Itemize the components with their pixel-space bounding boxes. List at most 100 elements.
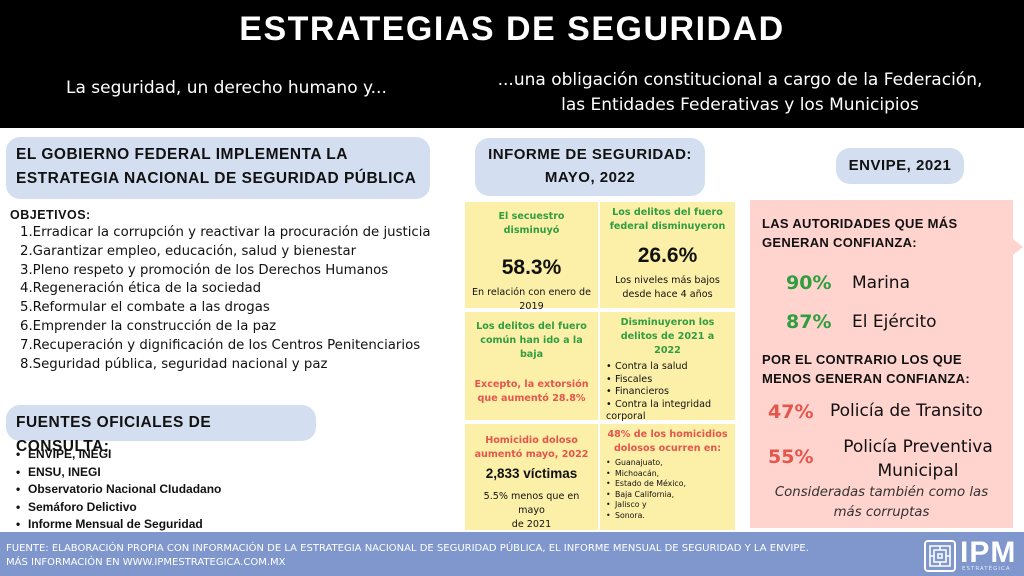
secuestro-value: 58.3%: [501, 256, 562, 279]
informe-heading-line-2: MAYO, 2022: [544, 169, 636, 186]
mas-confianza-line-2: GENERAN CONFIANZA:: [762, 235, 917, 250]
envipe-heading: ENVIPE, 2021: [836, 148, 964, 184]
menos-confianza-heading: POR EL CONTRARIO LOS QUE MENOS GENERAN C…: [762, 350, 970, 388]
menos-confianza-line-2: MENOS GENERAN CONFIANZA:: [762, 371, 970, 386]
logo-subtext: ESTRATÉGICA: [962, 566, 1011, 572]
fuentes-heading: FUENTES OFICIALES DE CONSULTA:: [6, 405, 316, 455]
fuero-federal-head-1: Los delitos del fuero: [612, 207, 723, 218]
objetivos-label: OBJETIVOS:: [10, 208, 91, 222]
homicidio-note-1: 5.5% menos que en mayo: [483, 491, 580, 516]
logo-maze-icon: [929, 545, 951, 567]
disminuyeron-head-2: delitos de 2021 a 2022: [620, 331, 715, 356]
page-title: ESTRATEGIAS DE SEGURIDAD: [239, 10, 785, 48]
estado-item: Jalisco y: [606, 500, 729, 511]
informe-heading: INFORME DE SEGURIDAD: MAYO, 2022: [475, 138, 705, 196]
homicidios-estados-cell: 48% de los homicidios dolosos ocurren en…: [600, 424, 735, 530]
logo-mark-icon: [924, 540, 956, 572]
fuero-federal-note-1: Los niveles más bajos: [615, 275, 720, 286]
disminuyeron-list: Contra la salud Fiscales Financieros Con…: [606, 361, 729, 424]
fuero-federal-value: 26.6%: [637, 244, 698, 267]
objetivo-item: 5.Reformular el combate a las drogas: [20, 300, 270, 316]
estado-item: Estado de México,: [606, 479, 729, 490]
preventiva-label-line-2: Municipal: [877, 461, 959, 481]
objetivo-item: 2.Garantizar empleo, educación, salud y …: [20, 243, 357, 259]
estado-item: Michoacán,: [606, 469, 729, 480]
homicidio-note-2: de 2021: [511, 519, 552, 530]
preventiva-label-line-1: Policía Preventiva: [843, 437, 993, 457]
fuero-federal-head-2: federal disminuyeron: [609, 221, 726, 232]
objetivo-item: 1.Erradicar la corrupción y reactivar la…: [20, 225, 431, 240]
delito-item: Financieros: [606, 386, 729, 399]
corrupcion-note-line-1: Consideradas también como las: [774, 485, 989, 500]
fuero-federal-cell: Los delitos del fuero federal disminuyer…: [600, 202, 735, 308]
disminuyeron-cell: Disminuyeron los delitos de 2021 a 2022 …: [600, 312, 735, 422]
fuente-item: ENVIPE, INEGI: [16, 446, 221, 464]
logo-text: IPM: [960, 536, 1017, 569]
disminuyeron-head-1: Disminuyeron los: [620, 317, 715, 328]
homicidio-head-2: aumentó mayo, 2022: [474, 449, 589, 460]
fuero-comun-head-1: Los delitos del fuero: [476, 321, 587, 332]
homicidios-estados-head-1: 48% de los homicidios: [607, 429, 728, 440]
ejercito-label: El Ejército: [852, 312, 937, 332]
fuente-item: Informe Mensual de Seguridad: [16, 516, 221, 534]
header-banner: ESTRATEGIAS DE SEGURIDAD La seguridad, u…: [0, 0, 1024, 128]
secuestro-head: El secuestro disminuyó: [498, 211, 565, 236]
objetivo-item: 8.Seguridad pública, seguridad nacional …: [20, 356, 328, 372]
informe-heading-line-1: INFORME DE SEGURIDAD:: [488, 146, 692, 163]
estado-item: Baja California,: [606, 490, 729, 501]
fuente-item: ENSU, INEGI: [16, 464, 221, 482]
tagline-right: ...una obligación constitucional a cargo…: [480, 68, 1000, 118]
corrupcion-note: Consideradas también como las más corrup…: [750, 483, 1013, 523]
fuero-comun-cell: Los delitos del fuero común han ido a la…: [465, 312, 598, 420]
footer: FUENTE: ELABORACIÓN PROPIA CON INFORMACI…: [0, 532, 1024, 576]
marina-percent: 90%: [786, 272, 832, 294]
footer-source-text: FUENTE: ELABORACIÓN PROPIA CON INFORMACI…: [6, 543, 809, 554]
objetivo-item: 7.Recuperación y dignificación de los Ce…: [20, 337, 421, 353]
envipe-pointer-arrow: [1013, 239, 1023, 255]
mas-confianza-line-1: LAS AUTORIDADES QUE MÁS: [762, 216, 958, 231]
extorsion-note-1: Excepto, la extorsión: [474, 379, 589, 390]
objetivo-item: 3.Pleno respeto y promoción de los Derec…: [20, 262, 389, 278]
delito-item: Contra la salud: [606, 361, 729, 374]
preventiva-percent: 55%: [768, 446, 814, 468]
estado-item: Sonora.: [606, 511, 729, 522]
ejercito-percent: 87%: [786, 311, 832, 333]
gobierno-heading-line-1: EL GOBIERNO FEDERAL IMPLEMENTA LA: [16, 146, 348, 163]
homicidio-cell: Homicidio doloso aumentó mayo, 2022 2,83…: [465, 424, 598, 530]
secuestro-note-1: En relación con enero de: [471, 287, 592, 298]
estados-list: Guanajuato, Michoacán, Estado de México,…: [606, 458, 729, 522]
extorsion-note-2: que aumentó 28.8%: [477, 393, 586, 404]
tagline-left: La seguridad, un derecho humano y...: [66, 78, 387, 98]
fuero-federal-note-2: desde hace 4 años: [622, 289, 713, 300]
homicidio-value: 2,833 víctimas: [485, 466, 578, 481]
preventiva-label: Policía Preventiva Municipal: [830, 435, 1006, 483]
homicidio-head-1: Homicidio doloso: [485, 435, 578, 446]
tagline-right-line-1: ...una obligación constitucional a cargo…: [497, 70, 983, 90]
objetivo-item: 4.Regeneración ética de la sociedad: [20, 281, 262, 297]
secuestro-cell: El secuestro disminuyó 58.3% En relación…: [465, 202, 598, 312]
objetivo-item: 6.Emprender la construcción de la paz: [20, 318, 277, 334]
secuestro-note-2: 2019: [519, 301, 544, 312]
homicidios-estados-head-2: dolosos ocurren en:: [613, 443, 722, 454]
footer-website-text: MÁS INFORMACIÓN EN WWW.IPMESTRATEGICA.CO…: [6, 557, 286, 568]
transito-percent: 47%: [768, 401, 814, 423]
menos-confianza-line-1: POR EL CONTRARIO LOS QUE: [762, 352, 962, 367]
fuente-item: Observatorio Nacional CIudadano: [16, 481, 221, 499]
marina-label: Marina: [852, 273, 910, 293]
fuero-comun-head-2: común han ido a la: [480, 335, 583, 346]
fuente-item: Semáforo Delictivo: [16, 499, 221, 517]
mas-confianza-heading: LAS AUTORIDADES QUE MÁS GENERAN CONFIANZ…: [762, 214, 957, 252]
delito-item: Fiscales: [606, 374, 729, 387]
gobierno-heading: EL GOBIERNO FEDERAL IMPLEMENTA LA ESTRAT…: [6, 137, 430, 199]
fuentes-list: ENVIPE, INEGI ENSU, INEGI Observatorio N…: [16, 446, 221, 534]
corrupcion-note-line-2: más corruptas: [833, 505, 930, 520]
transito-label: Policía de Transito: [830, 401, 983, 421]
gobierno-heading-line-2: ESTRATEGIA NACIONAL DE SEGURIDAD PÚBLICA: [16, 170, 417, 187]
tagline-right-line-2: las Entidades Federativas y los Municipi…: [561, 95, 919, 115]
fuero-comun-head-3: baja: [519, 349, 544, 360]
envipe-panel: LAS AUTORIDADES QUE MÁS GENERAN CONFIANZ…: [750, 200, 1013, 528]
objetivos-list: 1.Erradicar la corrupción y reactivar la…: [20, 224, 431, 374]
estado-item: Guanajuato,: [606, 458, 729, 469]
ipm-logo: IPM ESTRATÉGICA: [924, 536, 1020, 574]
delito-item: Contra la integridad corporal: [606, 399, 729, 424]
